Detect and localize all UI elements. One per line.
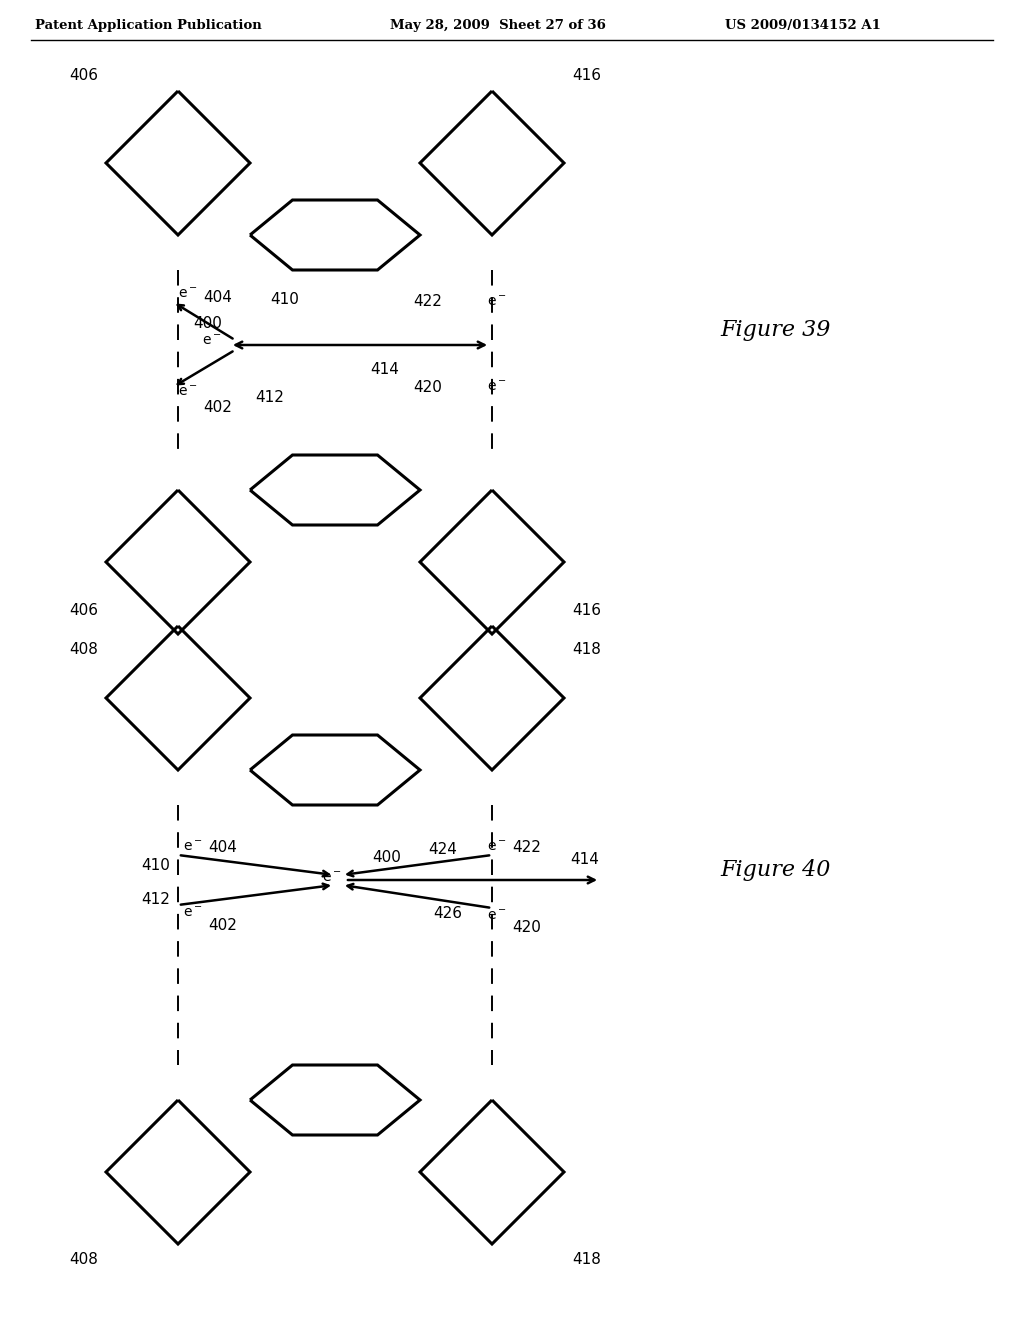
Text: e$^-$: e$^-$: [183, 906, 203, 920]
Text: e$^-$: e$^-$: [203, 334, 222, 348]
Text: 426: 426: [433, 906, 462, 920]
Text: 406: 406: [69, 69, 98, 83]
Text: 406: 406: [69, 603, 98, 618]
Text: e$^-$: e$^-$: [487, 909, 507, 923]
Text: 404: 404: [208, 840, 237, 854]
Text: e$^-$: e$^-$: [487, 294, 507, 309]
Text: 422: 422: [512, 840, 541, 854]
Text: 416: 416: [572, 603, 601, 618]
Text: 400: 400: [372, 850, 400, 866]
Text: Patent Application Publication: Patent Application Publication: [35, 18, 262, 32]
Text: Figure 39: Figure 39: [720, 319, 830, 341]
Text: 418: 418: [572, 642, 601, 657]
Text: e$^-$: e$^-$: [487, 380, 507, 393]
Text: 408: 408: [70, 642, 98, 657]
Text: e$^-$: e$^-$: [178, 385, 198, 399]
Text: 408: 408: [70, 1251, 98, 1267]
Text: e$^-$: e$^-$: [178, 286, 198, 301]
Text: 424: 424: [428, 842, 457, 858]
Text: 412: 412: [255, 389, 284, 404]
Text: 402: 402: [208, 917, 237, 932]
Text: e$^-$: e$^-$: [183, 840, 203, 854]
Text: 400: 400: [194, 315, 222, 330]
Text: 414: 414: [370, 363, 399, 378]
Text: 422: 422: [413, 294, 442, 309]
Text: 410: 410: [270, 293, 299, 308]
Text: 412: 412: [141, 892, 170, 908]
Text: May 28, 2009  Sheet 27 of 36: May 28, 2009 Sheet 27 of 36: [390, 18, 606, 32]
Text: 404: 404: [203, 289, 231, 305]
Text: e$^-$: e$^-$: [487, 840, 507, 854]
Text: e$^-$: e$^-$: [323, 871, 342, 884]
Text: 416: 416: [572, 69, 601, 83]
Text: 418: 418: [572, 1251, 601, 1267]
Text: US 2009/0134152 A1: US 2009/0134152 A1: [725, 18, 881, 32]
Text: 402: 402: [203, 400, 231, 414]
Text: 410: 410: [141, 858, 170, 873]
Text: 420: 420: [512, 920, 541, 936]
Text: Figure 40: Figure 40: [720, 859, 830, 880]
Text: 414: 414: [570, 853, 599, 867]
Text: 420: 420: [413, 380, 442, 395]
